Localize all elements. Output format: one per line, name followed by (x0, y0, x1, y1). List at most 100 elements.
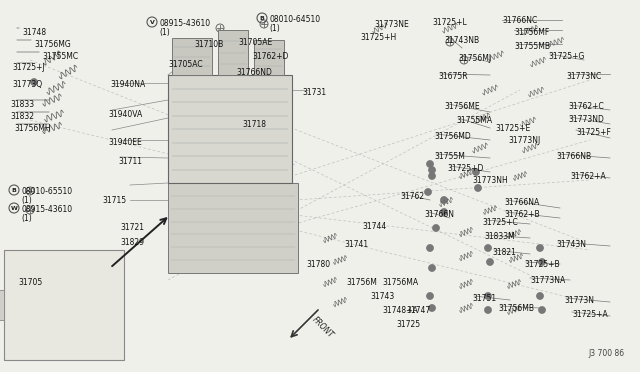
Text: 31829: 31829 (120, 238, 144, 247)
Text: 31773NH: 31773NH (472, 176, 508, 185)
Circle shape (538, 307, 545, 314)
Circle shape (429, 167, 435, 173)
Circle shape (429, 173, 435, 180)
Text: 31762+B: 31762+B (504, 210, 540, 219)
Text: 31756ME: 31756ME (444, 102, 479, 111)
Circle shape (426, 292, 433, 299)
Text: 31721: 31721 (120, 223, 144, 232)
Text: 31780: 31780 (306, 260, 330, 269)
Text: 31773NJ: 31773NJ (508, 136, 540, 145)
Circle shape (89, 295, 99, 305)
Circle shape (65, 267, 75, 277)
Circle shape (474, 185, 481, 192)
Text: 08010-65510: 08010-65510 (21, 187, 72, 196)
Text: J3 700 86: J3 700 86 (589, 349, 625, 358)
Text: 31821: 31821 (492, 248, 516, 257)
Text: (1): (1) (21, 214, 32, 223)
Text: 31766ND: 31766ND (236, 68, 272, 77)
Text: 31766NB: 31766NB (556, 152, 591, 161)
Circle shape (65, 323, 75, 333)
Text: 31762+A: 31762+A (570, 172, 605, 181)
Text: 31762+C: 31762+C (568, 102, 604, 111)
Text: 31705AE: 31705AE (238, 38, 272, 47)
Text: 31715: 31715 (102, 196, 126, 205)
Text: 31751: 31751 (472, 294, 496, 303)
Circle shape (41, 267, 51, 277)
Text: 31725+J: 31725+J (12, 63, 45, 72)
Circle shape (536, 244, 543, 251)
Circle shape (426, 244, 433, 251)
Text: 31725: 31725 (396, 320, 420, 329)
Circle shape (41, 295, 51, 305)
Circle shape (65, 295, 75, 305)
Text: V: V (150, 19, 154, 25)
Text: 31773NC: 31773NC (566, 72, 601, 81)
Circle shape (429, 305, 435, 311)
Text: 31832: 31832 (10, 112, 34, 121)
Text: 31755MC: 31755MC (42, 52, 78, 61)
Text: 31725+A: 31725+A (572, 310, 608, 319)
Text: 31705: 31705 (18, 278, 42, 287)
Text: (1): (1) (21, 196, 32, 205)
Circle shape (426, 160, 433, 167)
Circle shape (429, 264, 435, 272)
Text: 31743NB: 31743NB (444, 36, 479, 45)
Text: 31762: 31762 (400, 192, 424, 201)
Text: 31675R: 31675R (438, 72, 468, 81)
Text: FRONT: FRONT (310, 315, 335, 340)
Text: 08915-43610: 08915-43610 (21, 205, 72, 214)
Text: 31773ND: 31773ND (568, 115, 604, 124)
Text: 31773N: 31773N (564, 296, 594, 305)
Text: 31747: 31747 (406, 306, 430, 315)
Text: B: B (12, 187, 17, 192)
Text: 31744: 31744 (362, 222, 387, 231)
Text: 31731: 31731 (302, 88, 326, 97)
Bar (218, 30, 248, 75)
Text: 31705AC: 31705AC (168, 60, 203, 69)
Text: W: W (11, 205, 17, 211)
Circle shape (538, 259, 545, 266)
Text: 08915-43610: 08915-43610 (159, 19, 210, 28)
Text: 31756MD: 31756MD (434, 132, 471, 141)
Bar (172, 38, 212, 75)
Bar (0, 290, 4, 320)
Text: 31741: 31741 (344, 240, 368, 249)
Bar (4, 250, 124, 360)
Text: 31725+B: 31725+B (524, 260, 559, 269)
Text: 31833M: 31833M (484, 232, 515, 241)
Circle shape (17, 323, 27, 333)
Circle shape (89, 267, 99, 277)
Circle shape (17, 267, 27, 277)
Circle shape (31, 78, 38, 86)
Circle shape (536, 292, 543, 299)
Text: 31755MA: 31755MA (456, 116, 492, 125)
Circle shape (17, 295, 27, 305)
Text: 31773NE: 31773NE (374, 20, 409, 29)
Circle shape (472, 169, 479, 176)
Text: 31766N: 31766N (424, 210, 454, 219)
Text: 31756M: 31756M (346, 278, 377, 287)
Circle shape (440, 208, 447, 215)
Text: 31725+H: 31725+H (360, 33, 396, 42)
Text: 31756MA: 31756MA (382, 278, 418, 287)
Text: 31940NA: 31940NA (110, 80, 145, 89)
Circle shape (486, 259, 493, 266)
Text: 31756MF: 31756MF (514, 28, 549, 37)
Text: 31725+L: 31725+L (432, 18, 467, 27)
Text: 31725+C: 31725+C (482, 218, 518, 227)
Text: 31833: 31833 (10, 100, 34, 109)
Text: 31756MB: 31756MB (498, 304, 534, 313)
Text: 31756MJ: 31756MJ (458, 54, 491, 63)
Text: 31773Q: 31773Q (12, 80, 42, 89)
Text: 31718: 31718 (242, 120, 266, 129)
Text: B: B (260, 16, 264, 20)
Text: 31766NA: 31766NA (504, 198, 540, 207)
Text: 31725+G: 31725+G (548, 52, 584, 61)
Text: 31773NA: 31773NA (530, 276, 565, 285)
Text: 31756MG: 31756MG (34, 40, 71, 49)
Text: 31725+F: 31725+F (576, 128, 611, 137)
Text: 31710B: 31710B (194, 40, 223, 49)
Text: 31725+D: 31725+D (447, 164, 483, 173)
Text: (1): (1) (269, 24, 280, 33)
Text: 08010-64510: 08010-64510 (269, 15, 320, 24)
